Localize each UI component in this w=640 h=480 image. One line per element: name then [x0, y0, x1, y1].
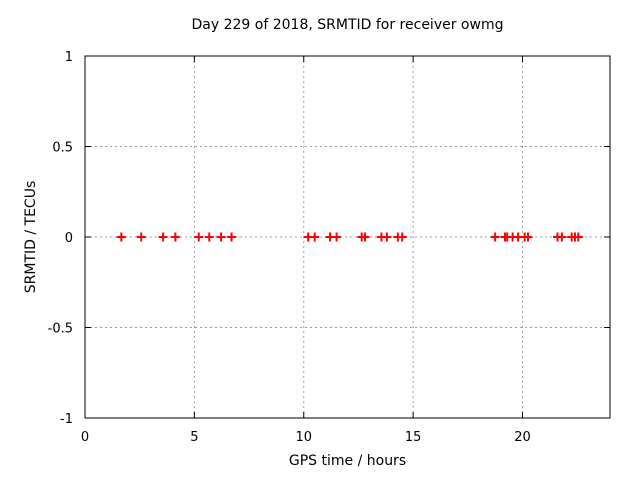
x-tick-label: 10: [295, 430, 312, 445]
y-tick-label: -0.5: [48, 322, 73, 337]
x-tick-label: 0: [81, 430, 89, 445]
x-tick-label: 5: [190, 430, 198, 445]
y-tick-label: 0.5: [52, 141, 73, 156]
x-tick-label: 20: [514, 430, 531, 445]
y-axis-label: SRMTID / TECUs: [23, 180, 39, 294]
y-tick-label: -1: [60, 412, 73, 427]
chart-title: Day 229 of 2018, SRMTID for receiver owm…: [191, 17, 504, 33]
y-tick-label: 0: [65, 231, 73, 246]
y-tick-label: 1: [65, 50, 73, 65]
x-tick-label: 15: [405, 430, 422, 445]
x-axis-label: GPS time / hours: [288, 453, 407, 469]
